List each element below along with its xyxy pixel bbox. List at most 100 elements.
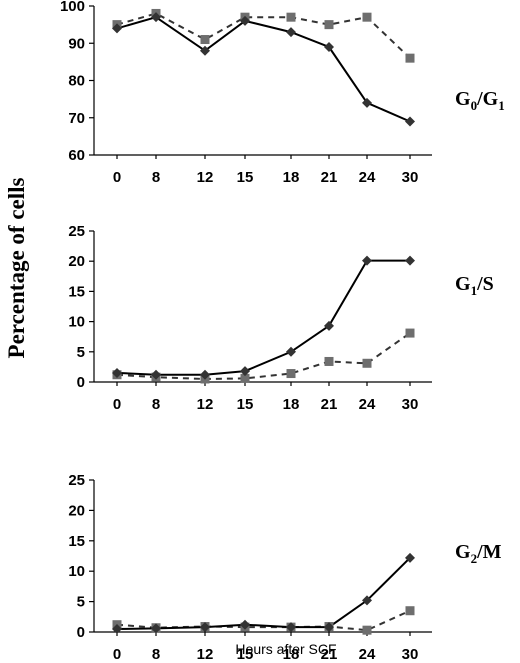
x-tick-label: 15 (237, 169, 254, 186)
square-marker (405, 328, 415, 338)
diamond-marker (286, 622, 296, 633)
x-tick-label: 30 (402, 169, 419, 186)
series-line-solid (116, 16, 411, 123)
diamond-marker (112, 367, 122, 378)
y-tick-label: 15 (68, 533, 85, 550)
y-tick-label: 90 (68, 35, 85, 52)
diamond-marker (240, 366, 250, 377)
phase-label-text: /S (476, 273, 494, 295)
y-axis-title: Percentage of cells (4, 177, 29, 358)
diamond-marker (240, 619, 250, 630)
y-tick-label: 25 (68, 472, 85, 489)
y-tick-label: 100 (60, 0, 85, 15)
diamond-marker (240, 15, 250, 26)
diamond-marker (200, 369, 210, 380)
series-line-solid (116, 557, 411, 630)
diamond-marker (362, 255, 372, 266)
square-marker (200, 35, 210, 45)
y-tick-label: 80 (68, 73, 85, 90)
x-tick-label: 15 (237, 646, 254, 663)
x-tick-label: 21 (321, 169, 338, 186)
x-tick-label: 0 (113, 396, 121, 413)
phase-label: G1/S (455, 273, 494, 298)
diamond-marker (200, 45, 210, 56)
phase-label-subscript: 2 (471, 551, 478, 566)
phase-label-subscript: 1 (498, 98, 505, 113)
diamond-marker (151, 623, 161, 634)
x-tick-label: 18 (283, 396, 300, 413)
x-tick-label: 21 (321, 646, 338, 663)
phase-label-subscript: 0 (471, 98, 478, 113)
diamond-marker (324, 41, 334, 52)
square-marker (362, 358, 372, 368)
panel-3: 0 5 10 15 20 25 0 8 12 15 18 21 24 30 G2/M (68, 472, 501, 663)
x-tick-label: 24 (359, 396, 376, 413)
phase-label-text: G (455, 273, 471, 295)
phase-label-subscript: 1 (471, 283, 478, 298)
y-tick-label: 10 (68, 563, 85, 580)
phase-label-text: G (455, 541, 471, 563)
square-marker (362, 12, 372, 22)
series-line-dashed (116, 12, 411, 59)
panel-2: 0 5 10 15 20 25 0 8 12 15 18 21 24 30 G1/S (68, 223, 493, 413)
x-tick-label: 12 (197, 169, 214, 186)
diamond-marker (286, 27, 296, 38)
y-tick-label: 5 (77, 594, 85, 611)
y-tick-label: 10 (68, 314, 85, 331)
square-marker (240, 373, 250, 383)
diamond-marker (151, 12, 161, 23)
diamond-marker (286, 346, 296, 357)
diamond-marker (362, 595, 372, 606)
x-tick-label: 8 (152, 396, 160, 413)
square-marker (286, 12, 296, 22)
x-tick-label: 8 (152, 646, 160, 663)
phase-label: G2/M (455, 541, 502, 566)
square-marker (324, 20, 334, 30)
diamond-marker (112, 623, 122, 634)
square-marker (362, 625, 372, 635)
series-line-dashed (116, 332, 411, 381)
x-tick-label: 12 (197, 396, 214, 413)
diamond-marker (324, 320, 334, 331)
diamond-marker (362, 97, 372, 108)
square-marker (324, 356, 334, 366)
square-marker (286, 369, 296, 379)
x-tick-label: 24 (359, 646, 376, 663)
x-tick-label: 8 (152, 169, 160, 186)
x-axis-title: Hours after SCF (235, 641, 336, 657)
y-tick-label: 5 (77, 344, 85, 361)
series-line-solid (116, 259, 410, 376)
y-tick-label: 60 (68, 147, 85, 164)
x-tick-label: 21 (321, 396, 338, 413)
phase-label-text: /G (476, 88, 499, 110)
diamond-marker (200, 622, 210, 633)
diamond-marker (405, 552, 415, 563)
diamond-marker (151, 369, 161, 380)
phase-label-text: /M (476, 541, 502, 563)
x-tick-label: 0 (113, 169, 121, 186)
square-marker (405, 53, 415, 63)
diamond-marker (405, 116, 415, 127)
diamond-marker (112, 23, 122, 34)
y-tick-label: 25 (68, 223, 85, 240)
diamond-marker (324, 622, 334, 633)
y-tick-label: 70 (68, 110, 85, 127)
y-tick-label: 0 (77, 624, 85, 641)
x-tick-label: 24 (359, 169, 376, 186)
phase-label: G0/G1 (455, 88, 505, 113)
x-tick-label: 15 (237, 396, 254, 413)
phase-label-text: G (455, 88, 471, 110)
x-tick-label: 30 (402, 396, 419, 413)
y-tick-label: 20 (68, 502, 85, 519)
square-marker (405, 606, 415, 616)
y-tick-label: 20 (68, 253, 85, 270)
x-tick-label: 18 (283, 646, 300, 663)
x-tick-label: 30 (402, 646, 419, 663)
y-tick-label: 15 (68, 283, 85, 300)
x-tick-label: 12 (197, 646, 214, 663)
y-tick-label: 0 (77, 374, 85, 391)
diamond-marker (405, 255, 415, 266)
x-tick-label: 18 (283, 169, 300, 186)
